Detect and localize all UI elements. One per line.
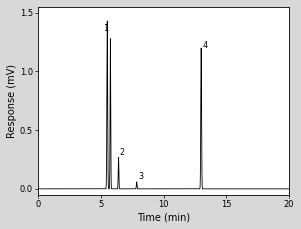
Text: 3: 3 (138, 172, 143, 181)
Text: 2: 2 (120, 148, 125, 157)
Y-axis label: Response (mV): Response (mV) (7, 64, 17, 138)
Text: 4: 4 (202, 41, 207, 50)
X-axis label: Time (min): Time (min) (137, 212, 190, 222)
Text: 1: 1 (104, 24, 109, 33)
